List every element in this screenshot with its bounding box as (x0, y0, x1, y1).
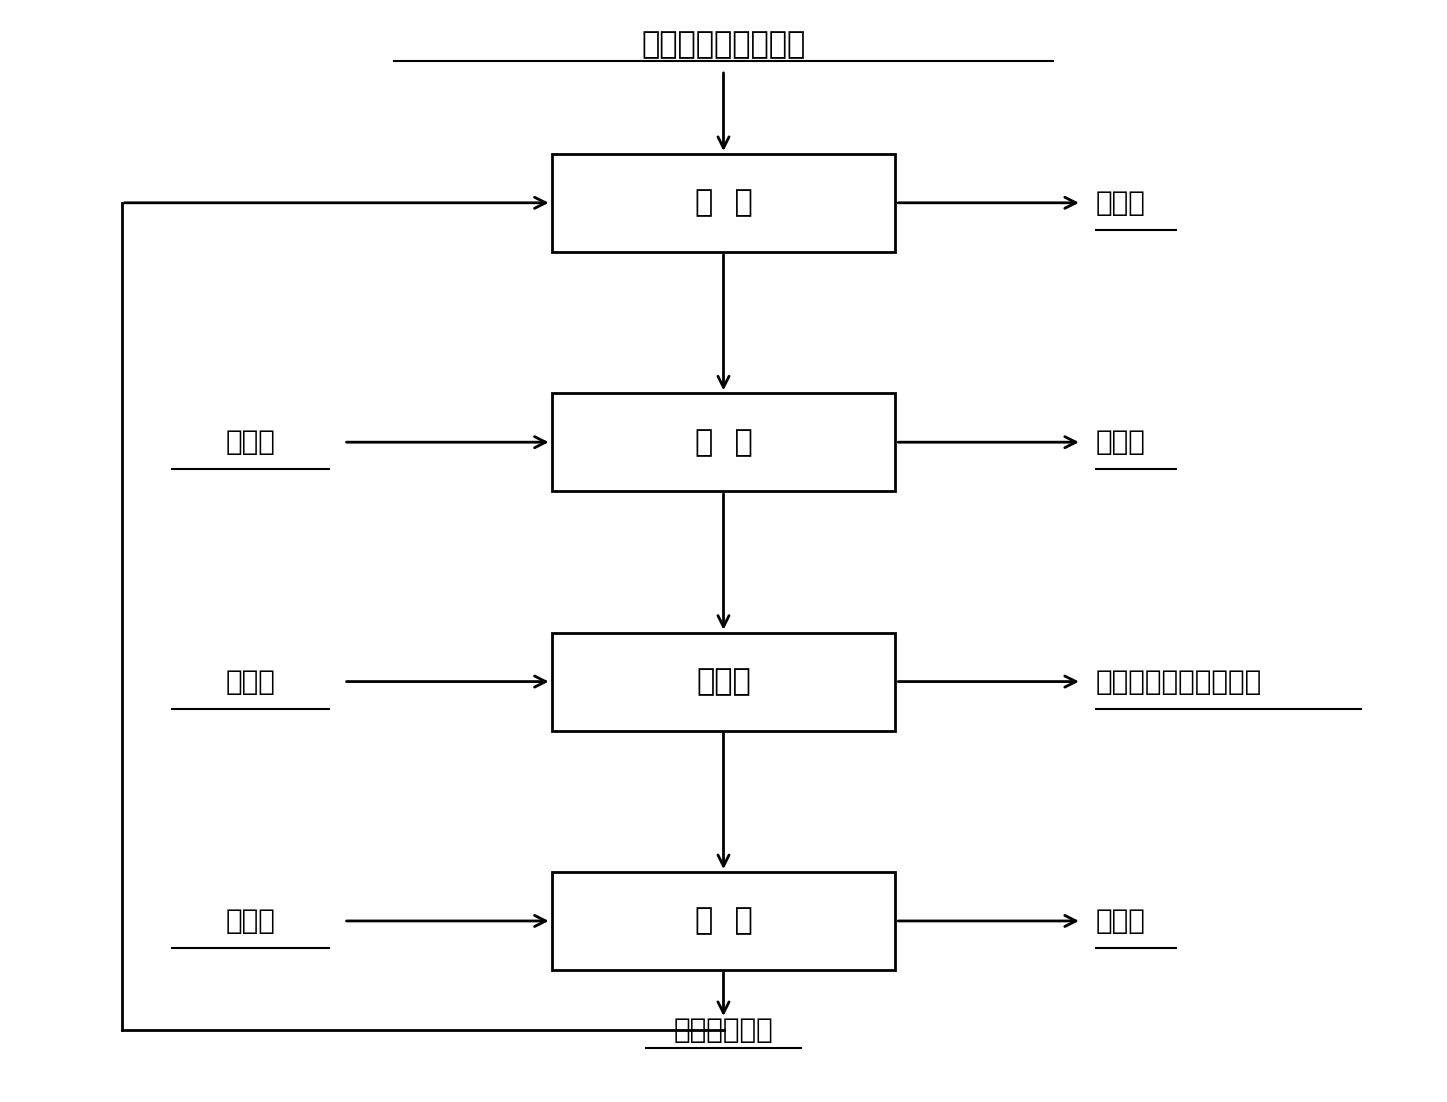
Text: 洗涤剂: 洗涤剂 (226, 429, 275, 456)
Text: 萃余液: 萃余液 (1097, 188, 1146, 217)
FancyBboxPatch shape (551, 154, 896, 251)
Text: 再生剂: 再生剂 (226, 907, 275, 934)
Text: 再生液: 再生液 (1097, 907, 1146, 934)
FancyBboxPatch shape (551, 393, 896, 491)
Text: 反萃液（钨酸铵溶液）: 反萃液（钨酸铵溶液） (1097, 668, 1262, 695)
FancyBboxPatch shape (551, 633, 896, 731)
Text: 再  生: 再 生 (695, 907, 752, 936)
Text: 反萃剂: 反萃剂 (226, 668, 275, 695)
Text: 含钨物料苏打浸出液: 含钨物料苏打浸出液 (641, 31, 806, 60)
Text: 反萃取: 反萃取 (696, 667, 751, 696)
Text: 萃  取: 萃 取 (695, 188, 752, 217)
Text: 洗  涤: 洗 涤 (695, 428, 752, 456)
Text: 洗涤液: 洗涤液 (1097, 429, 1146, 456)
FancyBboxPatch shape (551, 872, 896, 970)
Text: 再生后有机相: 再生后有机相 (674, 1016, 773, 1044)
